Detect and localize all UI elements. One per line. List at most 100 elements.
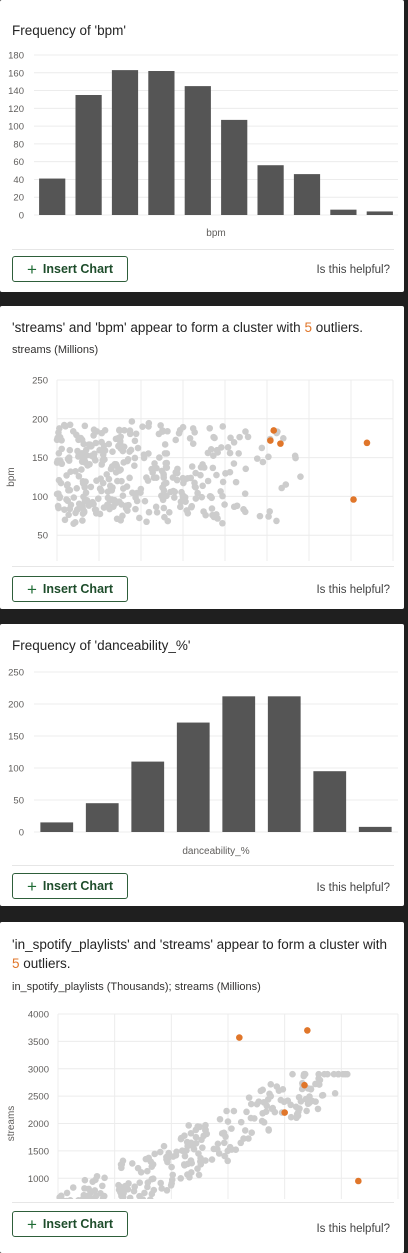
data-point	[145, 423, 152, 430]
data-point	[63, 496, 70, 503]
data-point	[160, 487, 168, 494]
helpful-link[interactable]: Is this helpful?	[316, 882, 390, 894]
data-point	[306, 1093, 313, 1100]
data-point	[228, 1125, 235, 1132]
insert-chart-button[interactable]: + Insert Chart	[12, 576, 128, 602]
plus-icon: +	[26, 1214, 37, 1234]
data-point	[178, 1147, 186, 1154]
data-point	[219, 519, 226, 527]
data-point	[186, 435, 194, 442]
data-point	[58, 460, 66, 468]
data-point	[99, 479, 107, 487]
insight-card-bpm-frequency: Frequency of 'bpm' 0 20 40 60 80 100 120 140 160…	[0, 0, 404, 292]
insert-chart-button[interactable]: + Insert Chart	[12, 256, 128, 282]
data-point	[172, 436, 180, 444]
title-text: 'streams' and 'bpm' appear to form a clu…	[12, 320, 305, 335]
insert-chart-button[interactable]: + Insert Chart	[12, 1211, 128, 1237]
data-point	[219, 478, 227, 486]
data-point	[240, 506, 247, 513]
data-point	[258, 1117, 266, 1125]
plus-icon: +	[26, 579, 37, 599]
data-point	[191, 483, 199, 490]
data-point	[202, 1121, 209, 1129]
data-point	[188, 463, 196, 470]
histogram-bar	[222, 696, 256, 832]
data-point	[331, 1090, 339, 1097]
data-point	[169, 474, 177, 481]
data-point	[88, 452, 95, 460]
y-tick-label: 50	[37, 531, 48, 542]
data-point	[243, 1108, 250, 1116]
data-point	[262, 1108, 270, 1115]
data-point	[100, 1192, 108, 1199]
title-text-end: outliers.	[19, 956, 71, 971]
histogram-bar	[40, 822, 74, 832]
data-point	[148, 1190, 156, 1198]
data-point	[230, 460, 238, 467]
data-point	[303, 1107, 310, 1115]
data-point	[210, 513, 218, 521]
insight-card-playlists-streams-outliers: 'in_spotify_playlists' and 'streams' app…	[0, 922, 404, 1253]
data-point	[61, 516, 69, 524]
y-tick-label: 1500	[28, 1146, 49, 1157]
data-point	[143, 1167, 151, 1175]
data-point	[163, 492, 170, 500]
data-point	[248, 1129, 256, 1136]
data-point	[93, 1172, 101, 1180]
data-point	[92, 506, 100, 514]
data-point	[93, 477, 100, 484]
histogram-bar	[221, 119, 248, 215]
data-point	[194, 489, 201, 497]
helpful-link[interactable]: Is this helpful?	[316, 264, 390, 276]
data-point	[133, 497, 141, 505]
data-point	[227, 434, 234, 442]
data-point	[143, 518, 150, 526]
data-point	[81, 1176, 89, 1184]
y-tick-label: 80	[13, 139, 24, 150]
data-point	[208, 505, 216, 512]
histogram-bar	[39, 178, 66, 215]
data-point	[148, 1163, 156, 1170]
insert-chart-label: Insert Chart	[42, 582, 114, 596]
data-point	[157, 1179, 164, 1187]
data-point	[292, 1103, 300, 1111]
helpful-link[interactable]: Is this helpful?	[316, 584, 390, 596]
data-point	[141, 497, 149, 505]
data-point	[72, 468, 79, 475]
insert-chart-button[interactable]: + Insert Chart	[12, 873, 128, 899]
insight-card-streams-bpm-outliers: 'streams' and 'bpm' appear to form a clu…	[0, 306, 404, 609]
data-point	[65, 454, 73, 461]
data-point	[81, 484, 88, 491]
data-point	[92, 439, 100, 447]
y-axis-label: streams	[6, 1106, 17, 1142]
y-tick-label: 200	[8, 700, 24, 711]
y-tick-label: 20	[13, 193, 24, 204]
data-point	[301, 1070, 309, 1078]
data-point	[96, 485, 104, 493]
histogram-bar	[267, 696, 301, 832]
data-point	[192, 1126, 200, 1134]
data-point	[221, 501, 228, 508]
data-point	[153, 509, 161, 516]
data-point	[244, 433, 252, 441]
data-point	[200, 508, 207, 515]
outlier-point	[236, 1034, 243, 1041]
helpful-link[interactable]: Is this helpful?	[316, 1223, 390, 1235]
data-point	[226, 468, 234, 476]
data-point	[91, 1187, 99, 1194]
data-point	[158, 1185, 166, 1192]
y-tick-label: 200	[32, 414, 48, 425]
data-point	[177, 498, 185, 506]
data-point	[58, 436, 65, 444]
data-point	[54, 502, 62, 510]
data-point	[295, 1108, 302, 1116]
data-point	[79, 517, 86, 524]
data-point	[256, 512, 264, 520]
data-point	[116, 427, 123, 434]
data-point	[188, 503, 195, 511]
data-point	[184, 1142, 191, 1150]
outlier-count: 5	[304, 320, 312, 335]
data-point	[81, 422, 89, 430]
data-point	[177, 1135, 185, 1143]
data-point	[183, 507, 191, 514]
